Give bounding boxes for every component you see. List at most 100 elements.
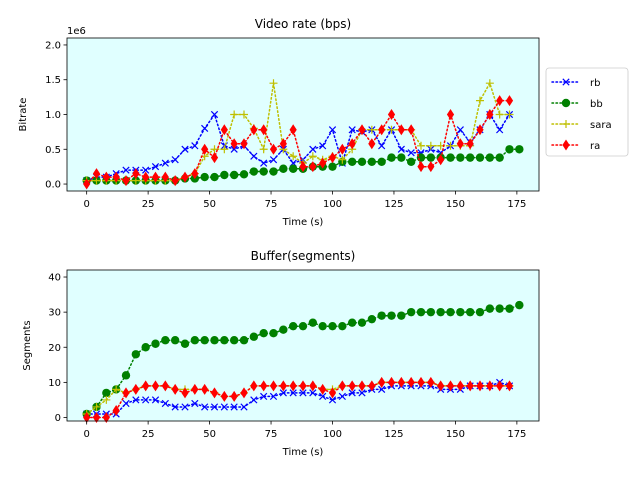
data-point-bb: [259, 167, 268, 176]
data-point-rb: [191, 142, 199, 150]
data-point-sara: [269, 79, 278, 88]
data-point-bb: [397, 311, 406, 320]
data-point-sara: [417, 141, 425, 150]
data-point-bb: [475, 307, 485, 317]
x-tick-label: 175: [507, 429, 526, 440]
data-point-rb: [260, 159, 268, 167]
data-point-ra: [309, 380, 317, 392]
data-point-bb: [465, 307, 475, 317]
data-point-sara: [289, 152, 298, 161]
data-point-rb: [269, 392, 278, 401]
data-point-ra: [181, 387, 189, 399]
data-point-ra: [250, 124, 258, 136]
x-tick-label: 100: [323, 199, 342, 210]
data-point-sara: [230, 110, 239, 119]
data-point-bb: [485, 304, 495, 313]
chart-title: Buffer(segments): [251, 249, 356, 263]
data-point-bb: [269, 167, 278, 176]
data-point-bb: [505, 304, 514, 313]
data-point-ra: [171, 383, 179, 395]
data-point-bb: [298, 321, 308, 331]
data-point-bb: [357, 157, 367, 166]
data-point-ra: [161, 171, 169, 183]
y-tick-label: 10: [48, 378, 61, 389]
data-point-bb: [141, 343, 150, 352]
data-point-sara: [505, 110, 514, 119]
data-point-bb: [446, 153, 455, 162]
data-point-ra: [476, 380, 484, 392]
data-point-sara: [338, 155, 347, 164]
y-tick-label: 0.5: [45, 145, 61, 156]
data-point-rb: [378, 385, 386, 394]
y-tick-label: 2.0: [45, 40, 61, 51]
data-point-bb: [269, 329, 278, 338]
data-point-ra: [151, 380, 160, 392]
data-point-sara: [112, 385, 121, 394]
data-point-bb: [387, 311, 396, 320]
data-point-rb: [161, 159, 169, 167]
x-axis-label: Time (s): [282, 447, 324, 458]
data-point-sara: [240, 110, 248, 119]
data-point-sara: [210, 145, 219, 154]
data-point-sara: [367, 125, 376, 134]
data-point-rb: [328, 396, 337, 404]
data-point-bb: [259, 329, 268, 338]
data-point-bb: [249, 332, 259, 341]
data-point-ra: [201, 143, 209, 155]
data-point-ra: [289, 380, 297, 392]
data-point-ra: [102, 171, 110, 183]
data-point-ra: [269, 143, 278, 155]
data-point-bb: [406, 307, 416, 317]
data-point-bb: [406, 157, 416, 166]
data-point-bb: [279, 325, 288, 334]
data-point-bb: [505, 145, 514, 154]
legend-entry-bb: bb: [551, 98, 603, 110]
y-offset-label: 1e6: [67, 26, 86, 37]
data-point-ra: [338, 143, 346, 155]
data-point-bb: [210, 172, 219, 182]
data-point-ra: [289, 124, 297, 136]
data-point-rb: [250, 396, 258, 404]
x-tick-label: 75: [265, 429, 278, 440]
data-point-bb: [426, 307, 436, 317]
data-point-bb: [377, 157, 386, 166]
data-point-ra: [358, 124, 366, 136]
data-point-bb: [229, 336, 239, 345]
x-tick-label: 0: [83, 199, 89, 210]
data-point-ra: [407, 124, 415, 136]
legend: rb bb sara ra: [545, 67, 629, 157]
data-point-bb: [397, 153, 406, 162]
data-point-rb: [358, 389, 366, 397]
data-point-ra: [446, 109, 455, 120]
data-point-bb: [367, 314, 377, 324]
data-point-ra: [338, 380, 346, 392]
data-point-rb: [161, 399, 169, 408]
data-point-ra: [368, 380, 376, 392]
y-tick-label: 40: [48, 273, 61, 284]
data-point-rb: [201, 124, 209, 133]
data-point-bb: [200, 336, 209, 345]
x-tick-label: 50: [203, 199, 216, 210]
data-point-ra: [456, 138, 464, 150]
data-point-ra: [328, 152, 337, 164]
data-point-ra: [505, 95, 514, 107]
data-point-rb: [142, 396, 150, 404]
data-point-bb: [180, 339, 190, 348]
data-point-ra: [240, 138, 248, 150]
data-point-ra: [505, 380, 514, 392]
data-point-sara: [259, 145, 268, 154]
data-point-bb: [465, 153, 475, 162]
data-point-rb: [122, 399, 130, 408]
series-line-rb: [85, 112, 511, 182]
data-point-ra: [358, 380, 366, 392]
data-point-ra: [92, 411, 101, 423]
data-point-rb: [309, 145, 317, 153]
legend-marker: [562, 139, 570, 151]
data-point-ra: [427, 161, 435, 173]
data-point-ra: [328, 387, 337, 399]
legend-marker: [562, 120, 570, 128]
data-point-ra: [309, 161, 317, 173]
chart-0: 0 25 50 75 100 125 150 175 0.0 0.5 1.0 1.5 2.0 Video …: [18, 17, 629, 228]
data-point-bb: [495, 153, 504, 162]
